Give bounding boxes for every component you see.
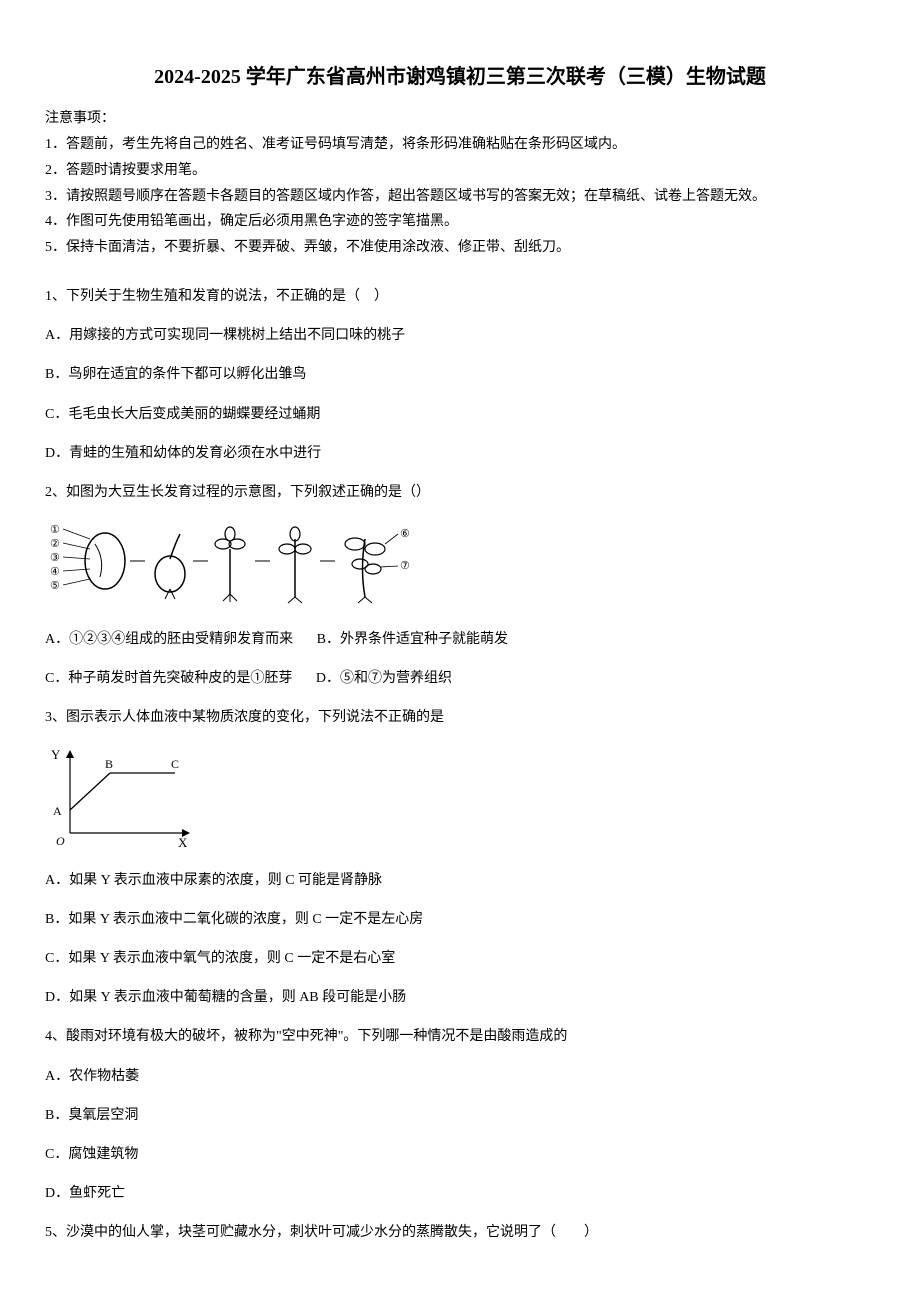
question-1-option-c: C．毛毛虫长大后变成美丽的蝴蝶要经过蛹期	[45, 402, 875, 427]
question-4-stem: 4、酸雨对环境有极大的破坏，被称为"空中死神"。下列哪一种情况不是由酸雨造成的	[45, 1024, 875, 1049]
question-2-option-c: C．种子萌发时首先突破种皮的是①胚芽	[45, 666, 292, 691]
svg-text:④: ④	[50, 566, 60, 578]
question-2-option-a: A．①②③④组成的胚由受精卵发育而来	[45, 627, 293, 652]
question-1: 1、下列关于生物生殖和发育的说法，不正确的是（ ） A．用嫁接的方式可实现同一棵…	[45, 284, 875, 466]
question-4-option-d: D．鱼虾死亡	[45, 1181, 875, 1206]
notice-item-2: 2．答题时请按要求用笔。	[45, 159, 875, 183]
graph-y-label: Y	[51, 747, 61, 762]
question-3-stem: 3、图示表示人体血液中某物质浓度的变化，下列说法不正确的是	[45, 705, 875, 730]
svg-text:⑦: ⑦	[400, 560, 410, 572]
question-1-stem: 1、下列关于生物生殖和发育的说法，不正确的是（ ）	[45, 284, 875, 309]
question-5: 5、沙漠中的仙人掌，块茎可贮藏水分，刺状叶可减少水分的蒸腾散失，它说明了（ ）	[45, 1220, 875, 1245]
question-2-stem: 2、如图为大豆生长发育过程的示意图，下列叙述正确的是（）	[45, 480, 875, 505]
question-3-option-c: C．如果 Y 表示血液中氧气的浓度，则 C 一定不是右心室	[45, 946, 875, 971]
question-4: 4、酸雨对环境有极大的破坏，被称为"空中死神"。下列哪一种情况不是由酸雨造成的 …	[45, 1024, 875, 1206]
question-1-option-a: A．用嫁接的方式可实现同一棵桃树上结出不同口味的桃子	[45, 323, 875, 348]
question-1-option-d: D．青蛙的生殖和幼体的发育必须在水中进行	[45, 441, 875, 466]
graph-point-a: A	[53, 804, 62, 818]
graph-x-label: X	[178, 835, 188, 850]
question-5-stem: 5、沙漠中的仙人掌，块茎可贮藏水分，刺状叶可减少水分的蒸腾散失，它说明了（ ）	[45, 1220, 875, 1245]
graph-point-c: C	[171, 757, 179, 771]
question-1-option-b: B．鸟卵在适宜的条件下都可以孵化出雏鸟	[45, 362, 875, 387]
question-4-option-c: C．腐蚀建筑物	[45, 1142, 875, 1167]
question-3-option-b: B．如果 Y 表示血液中二氧化碳的浓度，则 C 一定不是左心房	[45, 907, 875, 932]
question-4-option-b: B．臭氧层空洞	[45, 1103, 875, 1128]
question-4-option-a: A．农作物枯萎	[45, 1064, 875, 1089]
question-3: 3、图示表示人体血液中某物质浓度的变化，下列说法不正确的是 Y A B C O …	[45, 705, 875, 1010]
seed-growth-diagram: ① ② ③ ④ ⑤	[45, 519, 425, 604]
notice-section: 注意事项： 1．答题前，考生先将自己的姓名、准考证号码填写清楚，将条形码准确粘贴…	[45, 107, 875, 260]
svg-text:②: ②	[50, 538, 60, 550]
svg-text:③: ③	[50, 552, 60, 564]
concentration-graph: Y A B C O X	[45, 745, 200, 850]
graph-point-b: B	[105, 757, 113, 771]
notice-item-4: 4．作图可先使用铅笔画出，确定后必须用黑色字迹的签字笔描黑。	[45, 210, 875, 234]
notice-heading: 注意事项：	[45, 107, 875, 127]
question-2-options-row1: A．①②③④组成的胚由受精卵发育而来 B．外界条件适宜种子就能萌发	[45, 627, 875, 652]
notice-item-3: 3．请按照题号顺序在答题卡各题目的答题区域内作答，超出答题区域书写的答案无效；在…	[45, 185, 875, 209]
notice-item-5: 5．保持卡面清洁，不要折暴、不要弄破、弄皱，不准使用涂改液、修正带、刮纸刀。	[45, 236, 875, 260]
question-3-option-d: D．如果 Y 表示血液中葡萄糖的含量，则 AB 段可能是小肠	[45, 985, 875, 1010]
svg-text:①: ①	[50, 524, 60, 536]
question-3-option-a: A．如果 Y 表示血液中尿素的浓度，则 C 可能是肾静脉	[45, 868, 875, 893]
question-2-options-row2: C．种子萌发时首先突破种皮的是①胚芽 D．⑤和⑦为营养组织	[45, 666, 875, 691]
svg-text:⑥: ⑥	[400, 528, 410, 540]
question-2-option-b: B．外界条件适宜种子就能萌发	[317, 627, 508, 652]
exam-title: 2024-2025 学年广东省高州市谢鸡镇初三第三次联考（三模）生物试题	[45, 60, 875, 89]
svg-text:⑤: ⑤	[50, 580, 60, 592]
question-2-option-d: D．⑤和⑦为营养组织	[316, 666, 452, 691]
graph-origin: O	[56, 834, 65, 848]
question-2: 2、如图为大豆生长发育过程的示意图，下列叙述正确的是（） ① ② ③ ④ ⑤	[45, 480, 875, 692]
question-2-figure: ① ② ③ ④ ⑤	[45, 519, 875, 609]
question-3-figure: Y A B C O X	[45, 745, 875, 850]
notice-item-1: 1．答题前，考生先将自己的姓名、准考证号码填写清楚，将条形码准确粘贴在条形码区域…	[45, 133, 875, 157]
